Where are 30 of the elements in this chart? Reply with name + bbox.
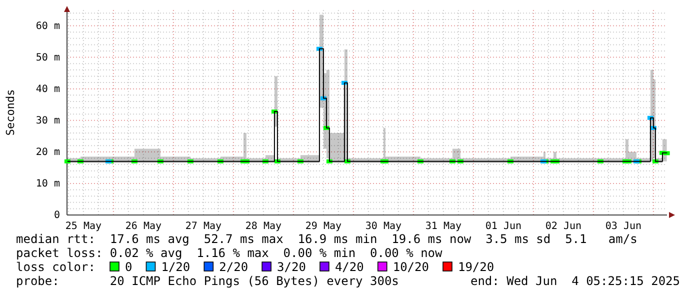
y-axis-title: Seconds	[4, 89, 17, 136]
text: median rtt: 17.6 ms avg 52.7 ms max 16.9 ms min 19.6 ms now 3.5 ms sd 5.1 am/s	[16, 232, 638, 246]
legend-title: loss color:	[16, 260, 96, 274]
legend-label: 19/20	[458, 260, 494, 274]
legend-label: 1/20	[161, 260, 190, 274]
y-tick-label: 20 m	[36, 147, 60, 158]
text: probe: 20 ICMP Echo Pings (56 Bytes) every 300s	[16, 274, 399, 288]
legend-label: 4/20	[334, 260, 364, 274]
x-tick-label: 27 May	[185, 221, 222, 232]
y-tick-label: 30 m	[36, 116, 60, 127]
x-tick-label: 02 Jun	[545, 221, 582, 232]
x-tick-label: 03 Jun	[605, 221, 642, 232]
x-tick-label: 26 May	[125, 221, 162, 232]
x-tick-label: 01 Jun	[485, 221, 522, 232]
y-tick-label: 40 m	[36, 84, 60, 96]
y-tick-label: 10 m	[36, 178, 60, 190]
x-tick-label: 31 May	[425, 221, 462, 232]
x-tick-label: 30 May	[365, 221, 402, 232]
legend-label: 0	[125, 260, 132, 274]
legend-label: 3/20	[277, 260, 306, 274]
legend-label: 10/20	[392, 260, 429, 274]
x-tick-label: 25 May	[65, 221, 102, 232]
y-tick-label: 0	[54, 210, 60, 222]
x-tick-label: 28 May	[245, 221, 282, 232]
text: packet loss: 0.02 % avg 1.16 % max 0.00 % min 0.00 % now	[16, 246, 444, 260]
y-tick-label: 60 m	[36, 20, 60, 32]
x-tick-label: 29 May	[305, 221, 342, 232]
y-tick-label: 50 m	[36, 52, 60, 64]
text: end: Wed Jun 4 05:25:15 2025	[470, 274, 680, 288]
legend-label: 2/20	[219, 260, 248, 274]
